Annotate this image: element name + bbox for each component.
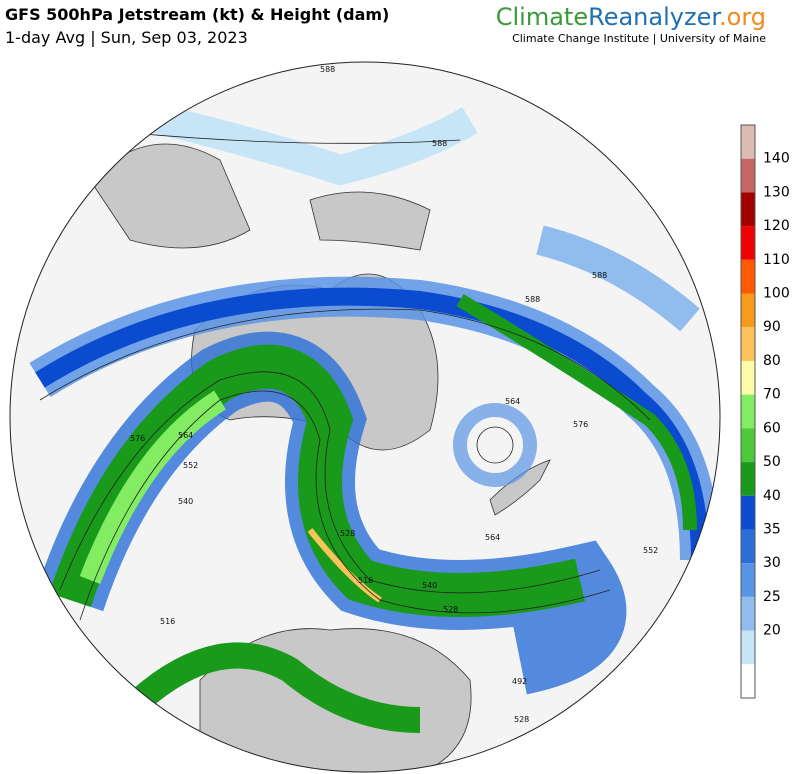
colorbar-label: 50 <box>763 454 781 470</box>
tagline: Climate Change Institute | University of… <box>512 32 766 45</box>
colorbar-segment <box>741 226 755 260</box>
contour-label: 552 <box>183 461 198 470</box>
colorbar-label: 70 <box>763 387 781 403</box>
colorbar-label: 60 <box>763 420 781 436</box>
colorbar-label: 140 <box>763 151 790 167</box>
colorbar-segment <box>741 192 755 227</box>
colorbar-segment <box>741 158 755 193</box>
contour-label: 552 <box>643 546 658 555</box>
subtitle: 1-day Avg | Sun, Sep 03, 2023 <box>5 28 248 47</box>
colorbar-segment <box>741 125 755 159</box>
colorbar-label: 40 <box>763 488 781 504</box>
contour-label: 528 <box>340 529 355 538</box>
colorbar-label: 20 <box>763 623 781 639</box>
colorbar-frame <box>740 124 756 699</box>
contour-label: 540 <box>178 497 193 506</box>
colorbar-label: 90 <box>763 319 781 335</box>
colorbar-label: 35 <box>763 521 781 537</box>
colorbar-segment <box>741 596 755 631</box>
colorbar-label: 110 <box>763 252 790 268</box>
contour-label: 588 <box>592 271 607 280</box>
contour-label: 564 <box>485 533 500 542</box>
colorbar-label: 100 <box>763 286 790 302</box>
colorbar-segment <box>741 293 755 328</box>
brand-part: Reanalyzer <box>588 3 721 31</box>
colorbar: 140 130 120 110 100 90 80 70 60 50 40 35 30 25 20 <box>740 124 790 699</box>
colorbar-segment <box>741 664 755 698</box>
colorbar-segment <box>741 327 755 361</box>
colorbar-label: 25 <box>763 589 781 605</box>
colorbar-segment <box>741 394 755 429</box>
brand: ClimateReanalyzer.org <box>496 3 766 31</box>
title: GFS 500hPa Jetstream (kt) & Height (dam) <box>5 5 389 24</box>
colorbar-segment <box>741 529 755 564</box>
colorbar-label: 120 <box>763 218 790 234</box>
contour-label: 576 <box>130 434 145 443</box>
contour-label: 528 <box>514 715 529 724</box>
contour-label: 540 <box>422 581 437 590</box>
contour-label: 516 <box>358 576 373 585</box>
colorbar-segment <box>741 495 755 530</box>
contour-label: 588 <box>525 295 540 304</box>
contour-label: 564 <box>178 431 193 440</box>
brand-part: .org <box>719 3 766 31</box>
contour-label: 516 <box>160 617 175 626</box>
contour-label: 528 <box>443 605 458 614</box>
colorbar-label: 80 <box>763 353 781 369</box>
colorbar-segment <box>741 428 755 463</box>
contour-label: 588 <box>320 65 335 74</box>
colorbar-segment <box>741 360 755 395</box>
contour-label: 492 <box>512 677 527 686</box>
colorbar-segment <box>741 462 755 496</box>
colorbar-segment <box>741 563 755 597</box>
colorbar-label: 30 <box>763 555 781 571</box>
contour-label: 564 <box>505 397 520 406</box>
colorbar-segment <box>741 259 755 294</box>
colorbar-label: 130 <box>763 184 790 200</box>
colorbar-segment <box>741 630 755 665</box>
contour-label: 576 <box>573 420 588 429</box>
brand-part: Climate <box>496 3 588 31</box>
globe-outline <box>9 61 721 773</box>
contour-label: 588 <box>432 139 447 148</box>
globe: 588 588 588 588 564 576 576 564 552 540 528 516 564 5… <box>10 62 720 772</box>
